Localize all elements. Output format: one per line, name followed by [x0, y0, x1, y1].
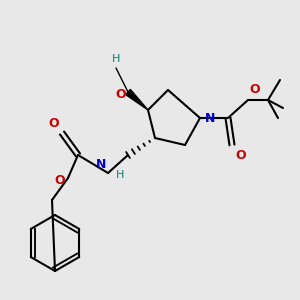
- Text: O: O: [249, 83, 260, 96]
- Text: O: O: [235, 149, 246, 162]
- Text: O: O: [116, 88, 126, 100]
- Text: N: N: [205, 112, 215, 125]
- Text: O: O: [54, 173, 65, 187]
- Text: H: H: [116, 170, 124, 180]
- Text: N: N: [96, 158, 106, 171]
- Text: O: O: [48, 117, 59, 130]
- Text: H: H: [112, 54, 120, 64]
- Polygon shape: [126, 89, 148, 110]
